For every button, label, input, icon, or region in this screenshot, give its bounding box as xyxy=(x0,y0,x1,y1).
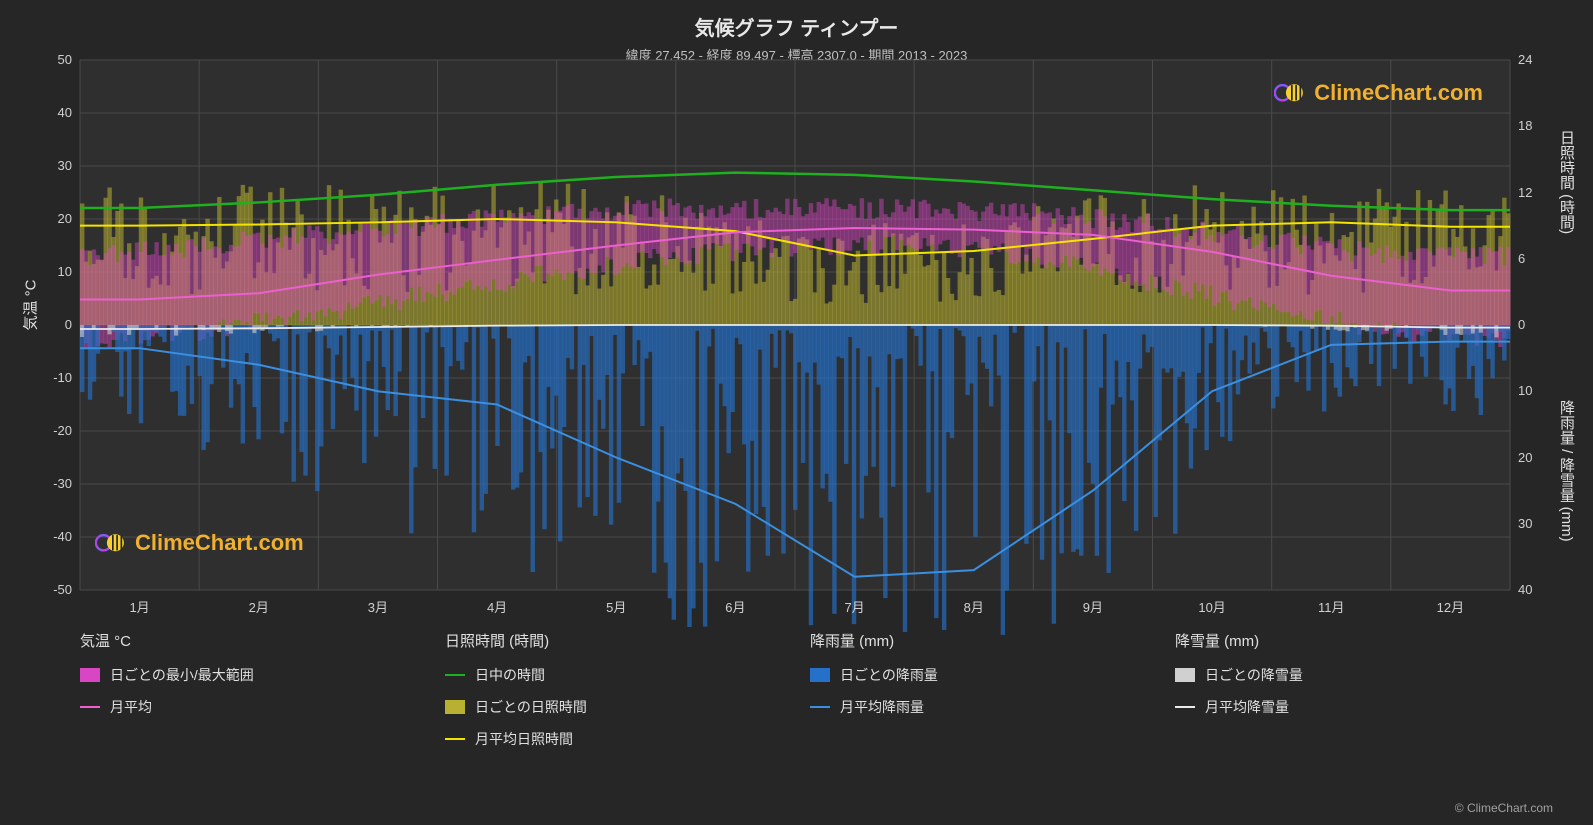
swatch-daylight-line xyxy=(445,674,465,676)
tick-label: -40 xyxy=(32,529,72,544)
tick-label: 10 xyxy=(1518,383,1558,398)
y-axis-right-top-label: 日照時間 (時間) xyxy=(1556,130,1577,234)
tick-label: 20 xyxy=(1518,450,1558,465)
y-axis-right-bottom-label: 降雨量 / 降雪量 (mm) xyxy=(1556,400,1577,542)
legend-snow: 降雪量 (mm) 日ごとの降雪量 月平均降雪量 xyxy=(1175,630,1510,761)
tick-label: 40 xyxy=(32,105,72,120)
tick-label: 10月 xyxy=(1182,597,1242,616)
logo-icon xyxy=(1274,80,1308,106)
watermark-top: ClimeChart.com xyxy=(1274,80,1483,106)
legend: 気温 °C 日ごとの最小/最大範囲 月平均 日照時間 (時間) 日中の時間 日ご… xyxy=(80,630,1510,761)
swatch-sunshine-line xyxy=(445,738,465,740)
tick-label: 6月 xyxy=(705,597,765,616)
swatch-snow-line xyxy=(1175,706,1195,708)
tick-label: 24 xyxy=(1518,52,1558,67)
legend-snow-daily: 日ごとの降雪量 xyxy=(1175,665,1510,685)
tick-label: 10 xyxy=(32,264,72,279)
watermark-text: ClimeChart.com xyxy=(1314,80,1483,106)
tick-label: 6 xyxy=(1518,251,1558,266)
legend-temp: 気温 °C 日ごとの最小/最大範囲 月平均 xyxy=(80,630,415,761)
tick-label: -10 xyxy=(32,370,72,385)
legend-sunshine-daily: 日ごとの日照時間 xyxy=(445,697,780,717)
tick-label: 1月 xyxy=(110,597,170,616)
tick-label: 11月 xyxy=(1301,597,1361,616)
tick-label: 2月 xyxy=(229,597,289,616)
tick-label: 30 xyxy=(32,158,72,173)
tick-label: 18 xyxy=(1518,118,1558,133)
tick-label: 8月 xyxy=(944,597,1004,616)
swatch-temp-line xyxy=(80,706,100,708)
plot-area: -50-40-30-20-100102030405006121824102030… xyxy=(80,60,1510,590)
chart-svg xyxy=(80,60,1510,590)
climate-chart: 気候グラフ ティンプー 緯度 27.452 - 経度 89.497 - 標高 2… xyxy=(0,0,1593,825)
tick-label: 0 xyxy=(1518,317,1558,332)
tick-label: 5月 xyxy=(586,597,646,616)
legend-temp-title: 気温 °C xyxy=(80,630,415,651)
legend-sunshine-avg: 月平均日照時間 xyxy=(445,729,780,749)
swatch-sunshine-fill xyxy=(445,700,465,714)
legend-sunshine-title: 日照時間 (時間) xyxy=(445,630,780,651)
y-axis-left-label: 気温 °C xyxy=(20,280,41,331)
tick-label: 50 xyxy=(32,52,72,67)
tick-label: 30 xyxy=(1518,516,1558,531)
tick-label: 3月 xyxy=(348,597,408,616)
legend-temp-daily: 日ごとの最小/最大範囲 xyxy=(80,665,415,685)
watermark-bottom: ClimeChart.com xyxy=(95,530,304,556)
swatch-rain-fill xyxy=(810,668,830,682)
logo-icon xyxy=(95,530,129,556)
tick-label: -30 xyxy=(32,476,72,491)
tick-label: 40 xyxy=(1518,582,1558,597)
credit: © ClimeChart.com xyxy=(1455,801,1553,815)
legend-rain-title: 降雨量 (mm) xyxy=(810,630,1145,651)
watermark-text: ClimeChart.com xyxy=(135,530,304,556)
legend-rain-daily: 日ごとの降雨量 xyxy=(810,665,1145,685)
legend-rain: 降雨量 (mm) 日ごとの降雨量 月平均降雨量 xyxy=(810,630,1145,761)
legend-sunshine: 日照時間 (時間) 日中の時間 日ごとの日照時間 月平均日照時間 xyxy=(445,630,780,761)
tick-label: -50 xyxy=(32,582,72,597)
swatch-temp-fill xyxy=(80,668,100,682)
tick-label: 9月 xyxy=(1063,597,1123,616)
legend-temp-avg: 月平均 xyxy=(80,697,415,717)
tick-label: 20 xyxy=(32,211,72,226)
legend-snow-avg: 月平均降雪量 xyxy=(1175,697,1510,717)
tick-label: 4月 xyxy=(467,597,527,616)
swatch-snow-fill xyxy=(1175,668,1195,682)
legend-snow-title: 降雪量 (mm) xyxy=(1175,630,1510,651)
tick-label: 12月 xyxy=(1420,597,1480,616)
tick-label: 7月 xyxy=(825,597,885,616)
chart-title: 気候グラフ ティンプー xyxy=(0,0,1593,41)
tick-label: -20 xyxy=(32,423,72,438)
swatch-rain-line xyxy=(810,706,830,708)
tick-label: 12 xyxy=(1518,185,1558,200)
legend-rain-avg: 月平均降雨量 xyxy=(810,697,1145,717)
legend-daylight: 日中の時間 xyxy=(445,665,780,685)
